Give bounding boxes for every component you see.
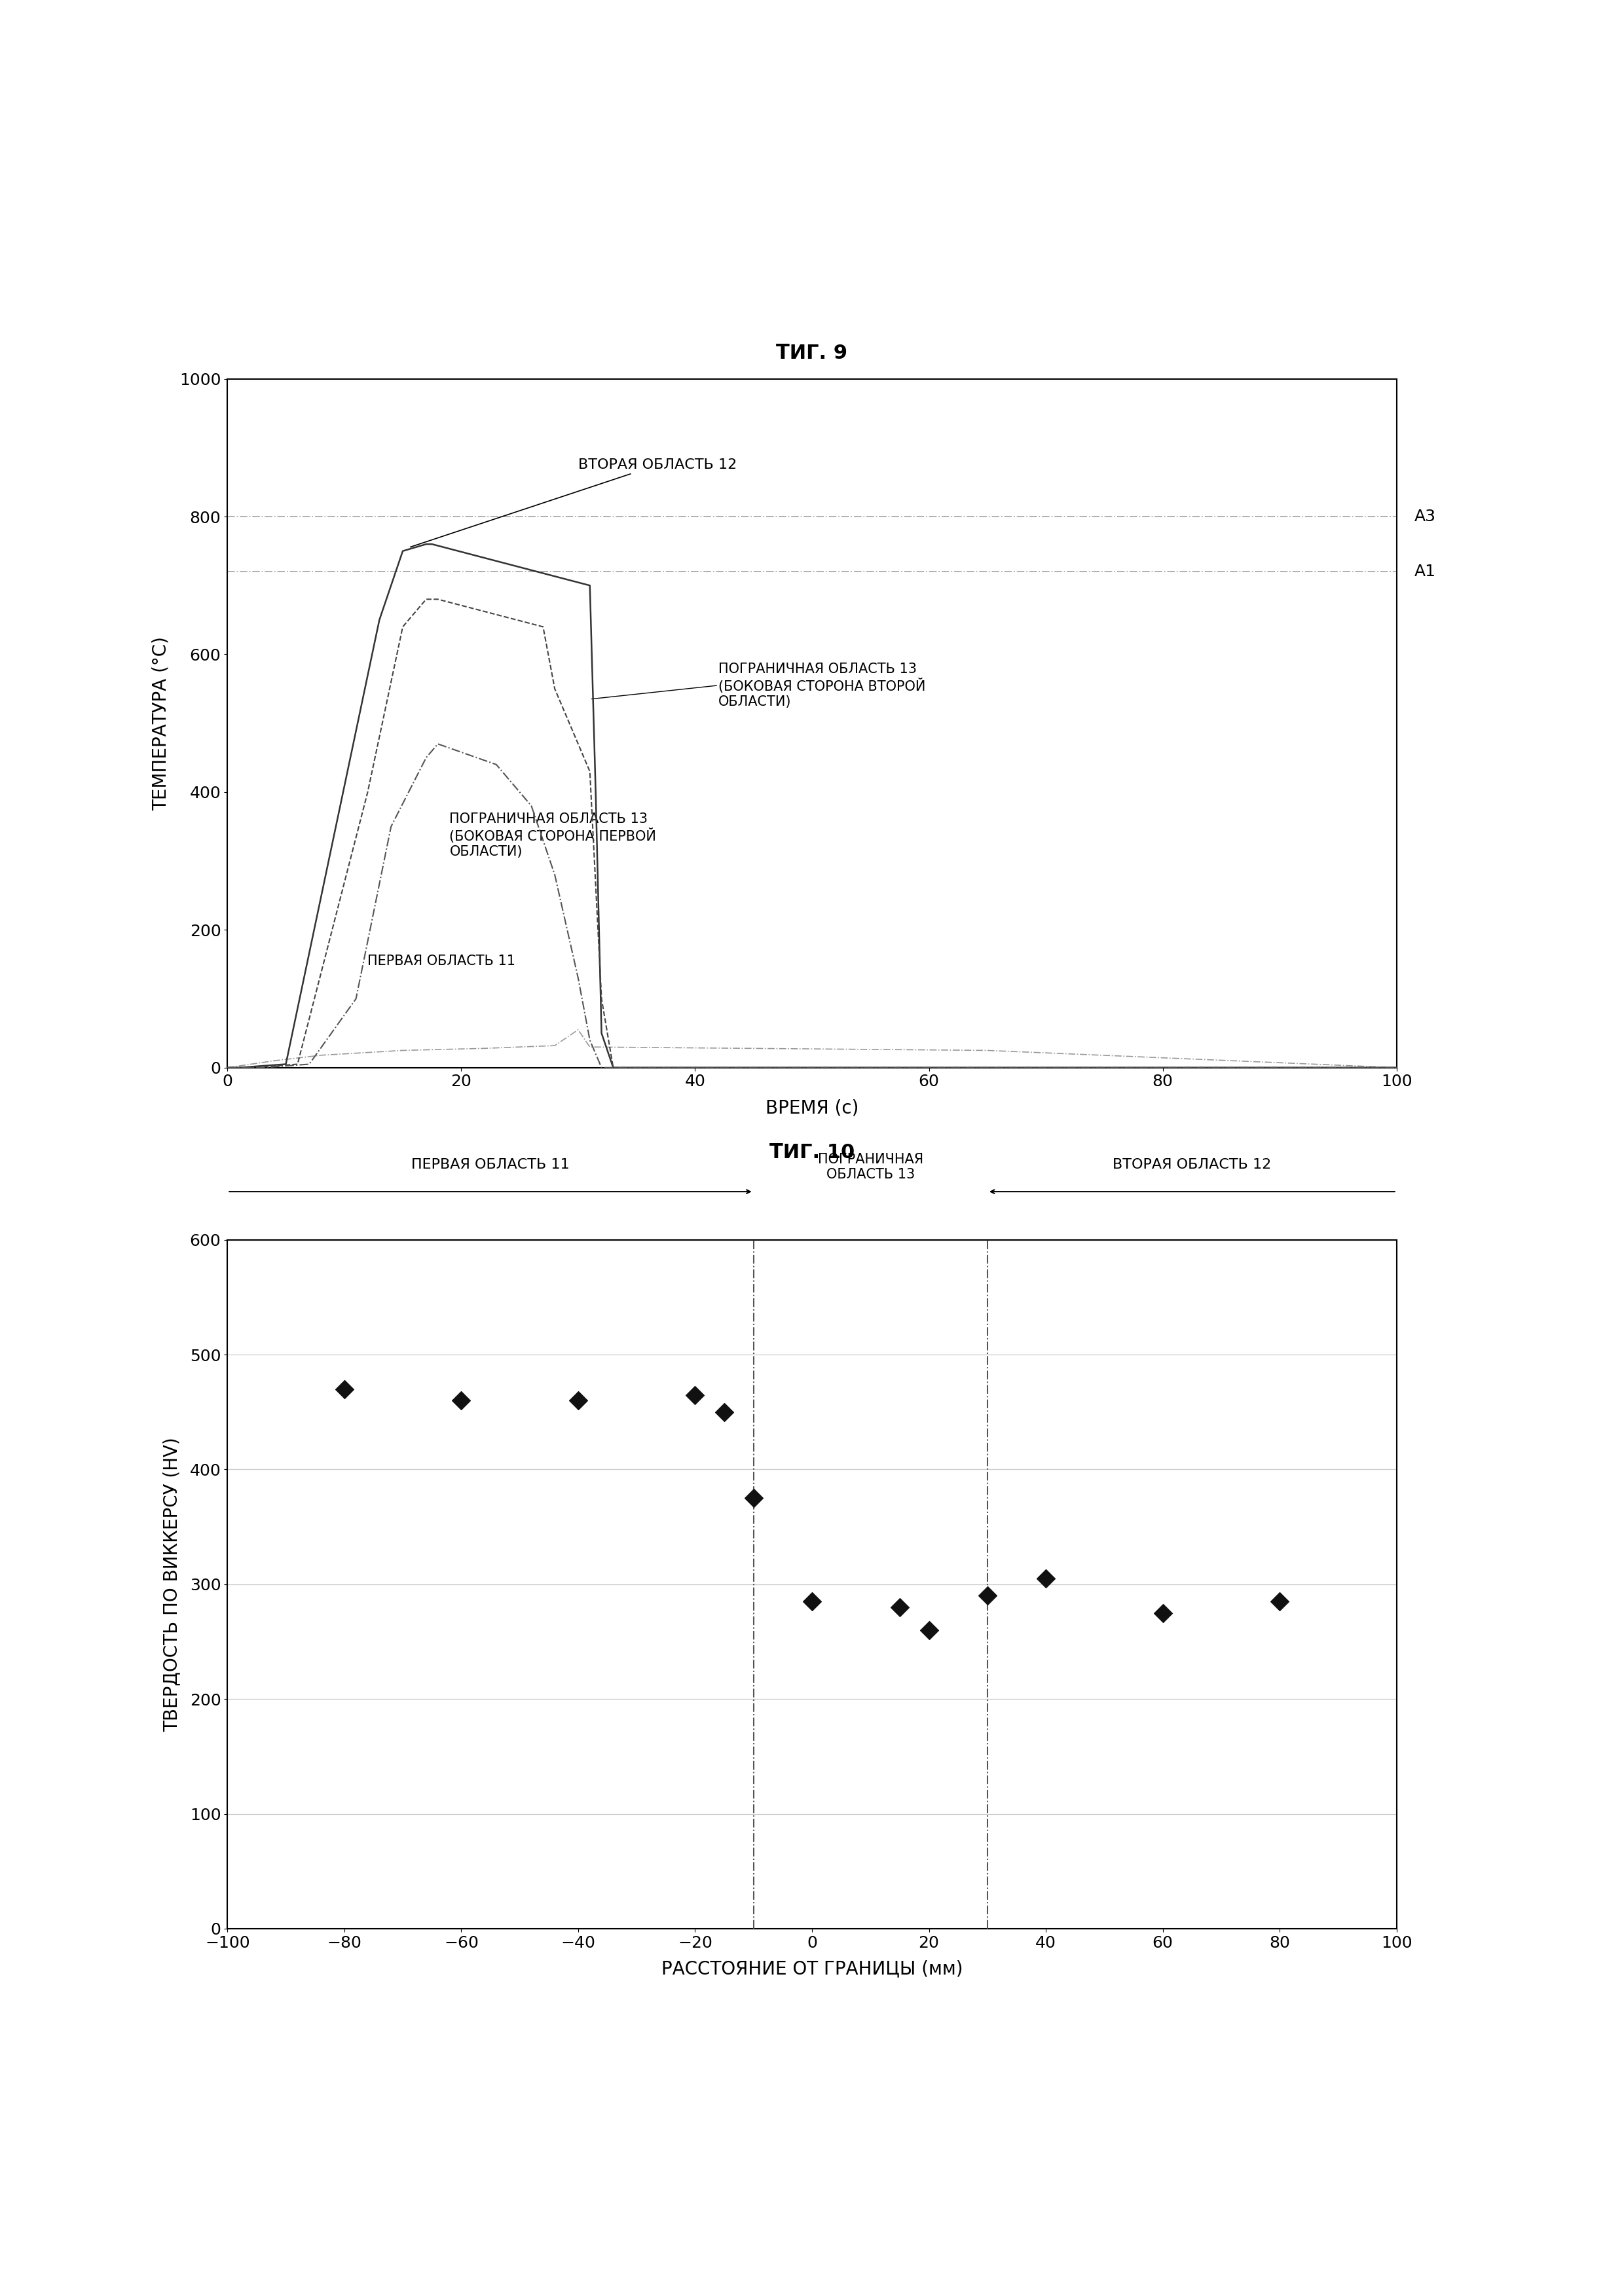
Point xyxy=(1267,1584,1293,1621)
Point xyxy=(331,1371,357,1407)
Text: ВТОРАЯ ОБЛАСТЬ 12: ВТОРАЯ ОБЛАСТЬ 12 xyxy=(1112,1157,1272,1171)
Point xyxy=(799,1584,825,1621)
Title: ΤИГ. 9: ΤИГ. 9 xyxy=(776,344,848,363)
Text: ПОГРАНИЧНАЯ
ОБЛАСТЬ 13: ПОГРАНИЧНАЯ ОБЛАСТЬ 13 xyxy=(818,1153,922,1180)
Text: А1: А1 xyxy=(1415,565,1436,579)
Point xyxy=(565,1382,591,1419)
Text: ПОГРАНИЧНАЯ ОБЛАСТЬ 13
(БОКОВАЯ СТОРОНА ПЕРВОЙ
ОБЛАСТИ): ПОГРАНИЧНАЯ ОБЛАСТЬ 13 (БОКОВАЯ СТОРОНА … xyxy=(450,813,656,859)
Point xyxy=(682,1375,708,1412)
Point xyxy=(887,1589,913,1626)
Point xyxy=(916,1612,942,1649)
Text: ПЕРВАЯ ОБЛАСТЬ 11: ПЕРВАЯ ОБЛАСТЬ 11 xyxy=(367,955,516,967)
Point xyxy=(711,1394,737,1430)
Point xyxy=(448,1382,474,1419)
X-axis label: РАССТОЯНИЕ ОТ ГРАНИЦЫ (мм): РАССТОЯНИЕ ОТ ГРАНИЦЫ (мм) xyxy=(661,1961,963,1979)
Text: А3: А3 xyxy=(1415,510,1436,523)
Point xyxy=(741,1479,767,1515)
Title: ΤИГ. 10: ΤИГ. 10 xyxy=(770,1143,854,1162)
X-axis label: ВРЕМЯ (с): ВРЕМЯ (с) xyxy=(765,1100,859,1118)
Y-axis label: ТЕМПЕРАТУРА (°С): ТЕМПЕРАТУРА (°С) xyxy=(153,636,171,810)
Text: ВТОРАЯ ОБЛАСТЬ 12: ВТОРАЯ ОБЛАСТЬ 12 xyxy=(411,459,737,546)
Text: ПЕРВАЯ ОБЛАСТЬ 11: ПЕРВАЯ ОБЛАСТЬ 11 xyxy=(411,1157,570,1171)
Point xyxy=(1150,1593,1176,1630)
Y-axis label: ТВЕРДОСТЬ ПО ВИККЕРСУ (HV): ТВЕРДОСТЬ ПО ВИККЕРСУ (HV) xyxy=(162,1437,180,1731)
Point xyxy=(974,1577,1000,1614)
Text: ПОГРАНИЧНАЯ ОБЛАСТЬ 13
(БОКОВАЯ СТОРОНА ВТОРОЙ
ОБЛАСТИ): ПОГРАНИЧНАЯ ОБЛАСТЬ 13 (БОКОВАЯ СТОРОНА … xyxy=(718,664,926,707)
Point xyxy=(1033,1561,1059,1598)
